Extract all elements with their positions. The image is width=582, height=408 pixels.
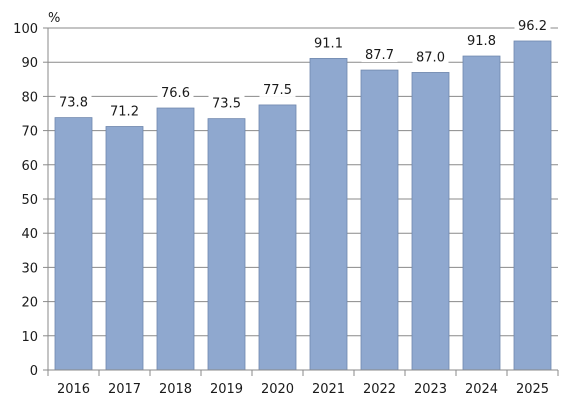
data-label-background	[310, 34, 347, 51]
data-label-background	[463, 32, 500, 49]
y-tick-label: 60	[21, 159, 38, 174]
data-labels: 73.8 71.2 76.6 73.5 77.5 91.1 87.7 87.0 91.8 96.2	[55, 16, 551, 119]
bar-2022	[360, 69, 399, 371]
data-label-2020: 77.5	[263, 83, 292, 98]
y-tick-label: 100	[13, 22, 38, 37]
y-tick-label: 90	[21, 56, 38, 71]
bar-2016	[54, 117, 93, 371]
data-label-2025: 96.2	[518, 19, 547, 34]
x-tick-label-2022: 2022	[363, 382, 396, 397]
y-tick-label: 10	[21, 330, 38, 345]
x-tick-label-2025: 2025	[516, 382, 549, 397]
bar-2019	[207, 118, 246, 371]
bars	[54, 40, 552, 371]
y-tick-label: 70	[21, 125, 38, 140]
x-tick-label-2018: 2018	[159, 382, 192, 397]
y-tick-label: 20	[21, 296, 38, 311]
data-label-background	[106, 102, 143, 119]
data-label-background	[514, 16, 551, 33]
x-tick-label-2020: 2020	[261, 382, 294, 397]
y-tick-label: 0	[30, 364, 38, 379]
data-label-2021: 91.1	[314, 36, 343, 51]
y-axis-ticks: 0 10 20 30 40 50 60 70 80 90 100	[13, 22, 48, 379]
y-tick-label: 30	[21, 261, 38, 276]
data-label-2017: 71.2	[110, 104, 139, 119]
x-tick-label-2016: 2016	[57, 382, 90, 397]
data-label-background	[259, 80, 296, 97]
y-tick-label: 50	[21, 193, 38, 208]
data-label-background	[55, 93, 92, 110]
bar-2017	[105, 126, 144, 371]
bar-2025	[513, 40, 552, 371]
bar-2024	[462, 55, 501, 371]
data-label-2022: 87.7	[365, 48, 394, 63]
x-tick-label-2021: 2021	[312, 382, 345, 397]
bar-2021	[309, 58, 348, 371]
data-label-background	[157, 84, 194, 101]
y-tick-label: 80	[21, 90, 38, 105]
x-tick-label-2024: 2024	[465, 382, 498, 397]
data-label-background	[412, 48, 449, 65]
data-label-background	[361, 46, 398, 63]
y-axis-unit: %	[48, 11, 60, 26]
data-label-2016: 73.8	[59, 96, 88, 111]
x-tick-label-2023: 2023	[414, 382, 447, 397]
data-label-background	[208, 94, 245, 111]
bar-2018	[156, 107, 195, 371]
data-label-2019: 73.5	[212, 97, 241, 112]
x-tick-label-2017: 2017	[108, 382, 141, 397]
data-label-2024: 91.8	[467, 34, 496, 49]
data-label-2018: 76.6	[161, 86, 190, 101]
x-tick-label-2019: 2019	[210, 382, 243, 397]
bar-2020	[258, 104, 297, 371]
y-tick-label: 40	[21, 227, 38, 242]
bar-2023	[411, 72, 450, 371]
axes	[47, 28, 558, 376]
data-label-2023: 87.0	[416, 50, 445, 65]
x-axis-ticks: 2016 2017 2018 2019 2020 2021 2022 2023 2024 2025	[57, 370, 559, 397]
